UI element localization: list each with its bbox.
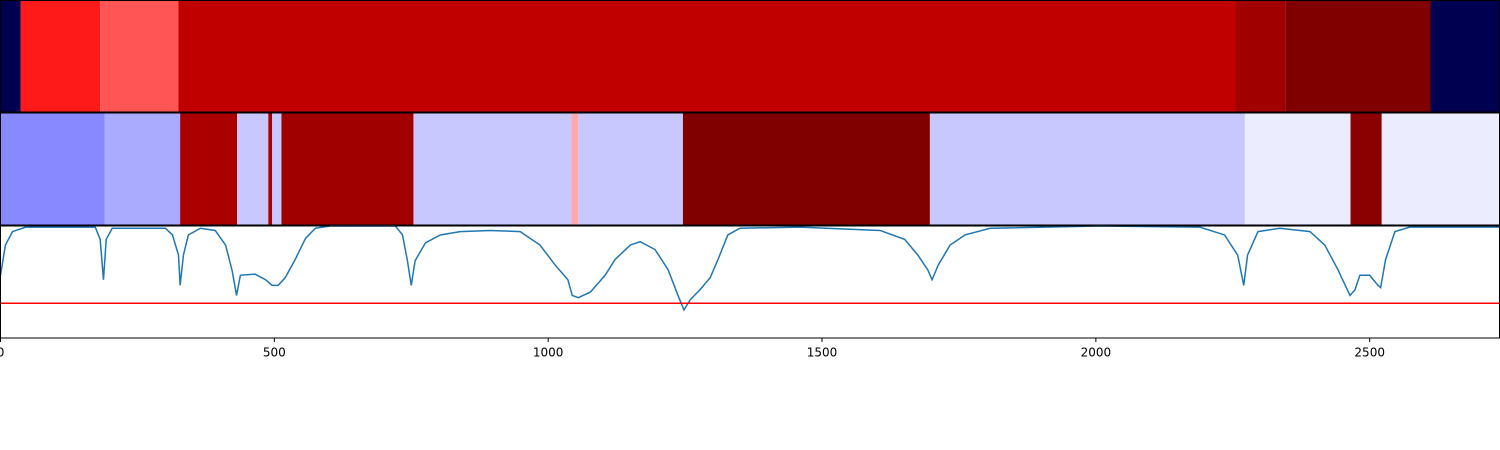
segment xyxy=(682,113,930,225)
segment xyxy=(178,0,1236,112)
segment xyxy=(929,113,1245,225)
segment xyxy=(413,113,572,225)
segment xyxy=(100,0,179,112)
x-tick-label: 2500 xyxy=(1354,346,1385,360)
segment xyxy=(1244,113,1351,225)
x-tick-label: 500 xyxy=(263,346,286,360)
segment xyxy=(180,113,238,225)
segment xyxy=(1235,0,1286,112)
panel-frame xyxy=(0,225,1500,339)
segment xyxy=(237,113,269,225)
segment xyxy=(268,113,273,225)
segment xyxy=(281,113,414,225)
segment xyxy=(0,113,105,225)
x-tick-label: 1500 xyxy=(807,346,838,360)
segment xyxy=(1381,113,1500,225)
segment xyxy=(272,113,282,225)
segment xyxy=(104,113,181,225)
segment xyxy=(578,113,683,225)
segment xyxy=(20,0,101,112)
x-tick-label: 0 xyxy=(0,346,4,360)
segment xyxy=(1285,0,1431,112)
x-tick-label: 1000 xyxy=(533,346,564,360)
line xyxy=(0,225,1500,312)
segment xyxy=(0,0,21,112)
segment xyxy=(1430,0,1500,112)
segment xyxy=(571,113,579,225)
x-tick-label: 2000 xyxy=(1081,346,1112,360)
segment xyxy=(1350,113,1382,225)
